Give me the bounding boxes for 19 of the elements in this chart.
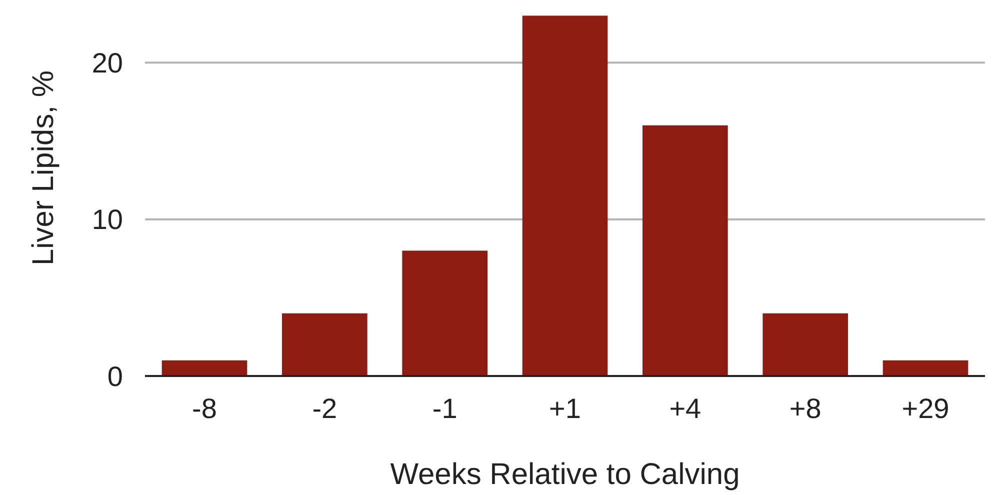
- x-tick-label: -1: [432, 393, 458, 424]
- bar: [162, 360, 248, 376]
- x-tick-label: +8: [789, 393, 822, 424]
- bar: [762, 313, 848, 376]
- bar: [642, 125, 728, 376]
- y-tick-label: 10: [92, 204, 123, 236]
- bar: [402, 250, 488, 376]
- x-tick-label: +29: [902, 393, 950, 424]
- y-axis-title: Liver Lipids, %: [27, 70, 60, 266]
- x-tick-label: +4: [669, 393, 702, 424]
- bar: [522, 16, 608, 376]
- bar: [282, 313, 368, 376]
- x-tick-label: -2: [312, 393, 338, 424]
- x-tick-label: -8: [192, 393, 217, 424]
- x-axis-title: Weeks Relative to Calving: [390, 458, 740, 491]
- x-tick-label: +1: [549, 393, 581, 424]
- y-tick-label: 20: [92, 47, 123, 78]
- bar: [882, 360, 968, 376]
- y-tick-label: 0: [107, 360, 123, 392]
